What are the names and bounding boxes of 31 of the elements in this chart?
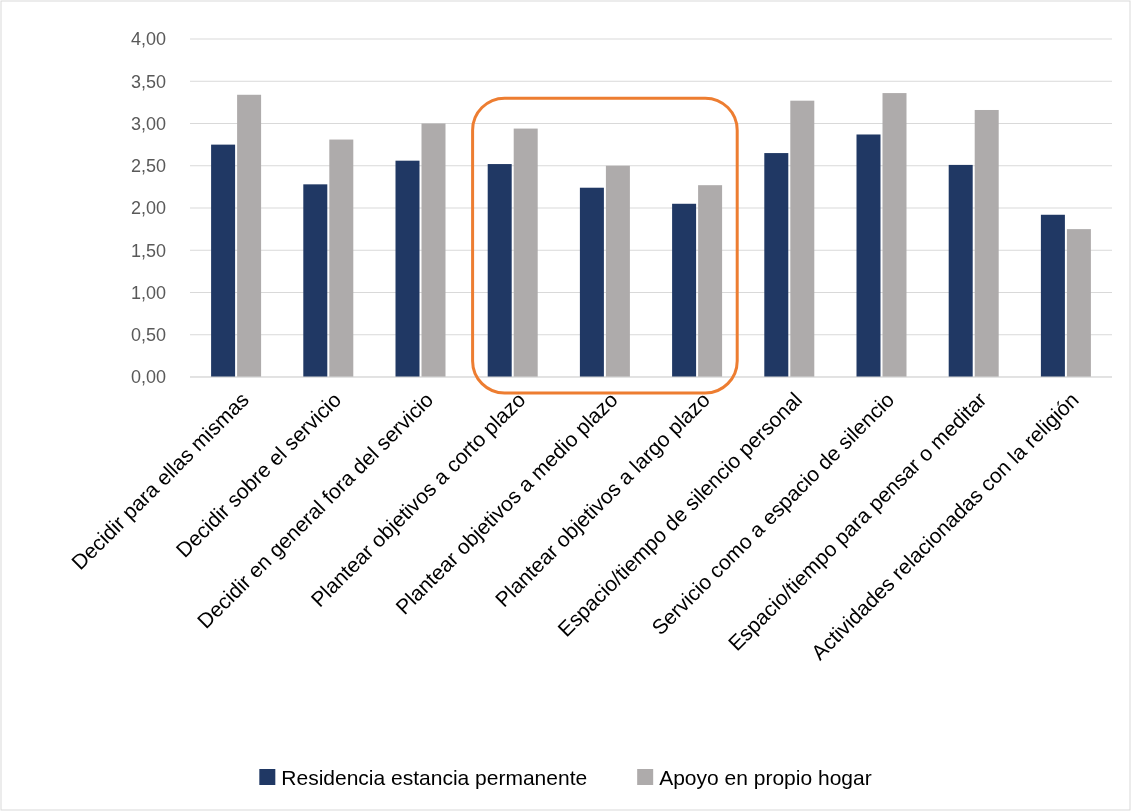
y-tick-label: 2,50 bbox=[130, 156, 166, 177]
bar bbox=[882, 93, 907, 377]
bar bbox=[329, 139, 354, 377]
y-tick-label: 2,00 bbox=[130, 198, 166, 219]
y-tick-label: 3,50 bbox=[130, 71, 166, 92]
bar bbox=[974, 109, 999, 377]
bar bbox=[856, 134, 881, 377]
bar bbox=[764, 153, 789, 377]
legend-label: Residencia estancia permanente bbox=[281, 766, 588, 790]
bar bbox=[513, 128, 538, 377]
y-tick-label: 1,50 bbox=[130, 240, 166, 261]
bar bbox=[579, 187, 604, 377]
y-tick-label: 0,00 bbox=[130, 367, 166, 388]
bar bbox=[395, 160, 420, 377]
y-tick-label: 3,00 bbox=[130, 113, 166, 134]
bar bbox=[1040, 214, 1065, 377]
bar bbox=[790, 100, 815, 377]
y-tick-label: 4,00 bbox=[130, 29, 166, 50]
y-tick-label: 1,00 bbox=[130, 282, 166, 303]
bar bbox=[303, 184, 328, 377]
bar bbox=[487, 164, 512, 377]
y-tick-label: 0,50 bbox=[130, 325, 166, 346]
bar bbox=[605, 165, 630, 377]
bar bbox=[948, 164, 973, 377]
bar bbox=[698, 185, 723, 377]
bar bbox=[672, 203, 697, 377]
bar bbox=[421, 123, 446, 377]
legend-label: Apoyo en propio hogar bbox=[659, 766, 872, 790]
bar bbox=[211, 144, 236, 377]
bar bbox=[1066, 229, 1091, 377]
bar bbox=[237, 94, 262, 377]
